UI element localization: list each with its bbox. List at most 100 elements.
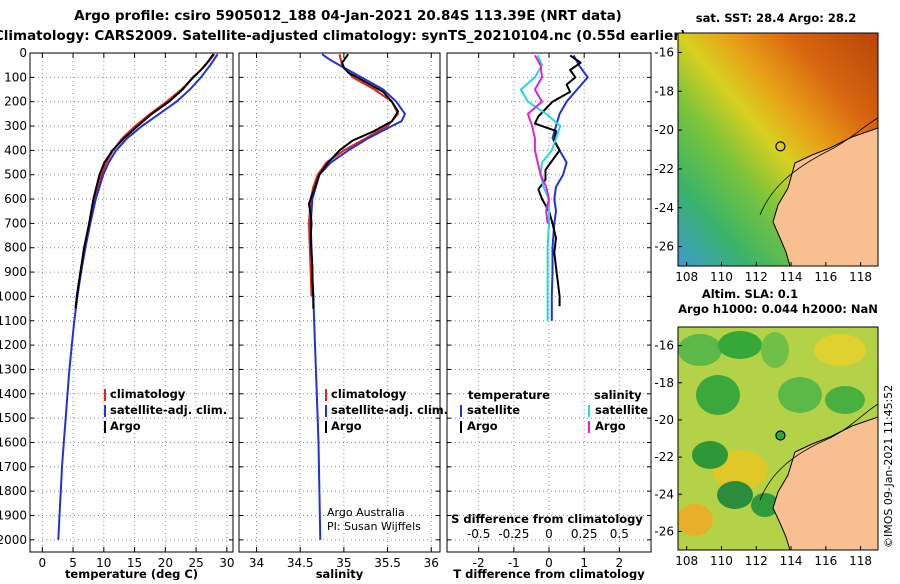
legend-entry: Argo bbox=[110, 419, 141, 433]
x-axis-label: salinity bbox=[316, 567, 364, 580]
map-x-tick-label: 114 bbox=[780, 554, 803, 568]
x-tick-label: -2 bbox=[473, 556, 485, 570]
map-x-tick-label: 108 bbox=[675, 554, 698, 568]
y-tick-label: 700 bbox=[4, 216, 27, 230]
map-y-tick-label: -18 bbox=[654, 376, 674, 390]
x-tick-label: 36 bbox=[424, 556, 439, 570]
legend-entry: Argo bbox=[467, 419, 498, 433]
sla-map-title-1: Altim. SLA: 0.1 bbox=[702, 287, 798, 301]
series-line-1 bbox=[75, 53, 216, 297]
x-tick-label: 34.5 bbox=[287, 556, 314, 570]
legend-entry: climatology bbox=[331, 387, 407, 401]
annotation-text: PI: Susan Wijffels bbox=[327, 520, 421, 533]
map-x-tick-label: 110 bbox=[710, 554, 733, 568]
legend-entry: Argo bbox=[331, 419, 362, 433]
y-tick-label: 300 bbox=[4, 119, 27, 133]
legend-entry: climatology bbox=[110, 387, 186, 401]
panel-3: -2 -1 0 1 2T difference from climatology temp… bbox=[446, 52, 652, 581]
y-tick-label: 0 bbox=[19, 46, 27, 60]
secondary-x-label: S difference from climatology bbox=[451, 512, 643, 526]
x-tick-label: 15 bbox=[127, 556, 142, 570]
sst-map-title: sat. SST: 28.4 Argo: 28.2 bbox=[696, 11, 856, 25]
x-tick-label: 20 bbox=[158, 556, 173, 570]
secondary-x-tick-label: 0 bbox=[545, 527, 553, 541]
map-y-tick-label: -18 bbox=[654, 84, 674, 98]
panel-frame bbox=[238, 52, 441, 553]
map-y-tick-label: -26 bbox=[654, 524, 674, 538]
series-line-3 bbox=[519, 54, 562, 321]
panel-1: 0 5 10 15 20 25 30 temperature (deg C) 0 100 200 30… bbox=[0, 46, 234, 581]
y-tick-label: 600 bbox=[4, 192, 27, 206]
x-tick-label: 25 bbox=[188, 556, 203, 570]
map-x-tick-label: 118 bbox=[849, 270, 872, 284]
y-tick-label: 200 bbox=[4, 95, 27, 109]
series-line-2 bbox=[533, 54, 582, 307]
series-line-2 bbox=[57, 53, 219, 540]
legend-entry: satellite-adj. clim. bbox=[331, 403, 448, 417]
series-line-1 bbox=[550, 54, 589, 321]
legend-entry: satellite bbox=[467, 403, 520, 417]
annotation-text: Argo Australia bbox=[327, 506, 405, 519]
legend-temperature-header: temperature bbox=[468, 388, 550, 402]
x-tick-label: 30 bbox=[219, 556, 234, 570]
y-tick-label: 1900 bbox=[0, 508, 27, 522]
map-y-tick-label: -26 bbox=[654, 240, 674, 254]
map-x-tick-label: 112 bbox=[745, 270, 768, 284]
y-tick-label: 1000 bbox=[0, 289, 27, 303]
y-tick-label: 100 bbox=[4, 70, 27, 84]
sla-map-title-2: Argo h1000: 0.044 h2000: NaN bbox=[678, 302, 878, 316]
y-tick-label: 500 bbox=[4, 168, 27, 182]
x-tick-label: 0 bbox=[38, 556, 46, 570]
title-line-2: Climatology: CARS2009. Satellite-adjuste… bbox=[0, 28, 686, 44]
series-line-3 bbox=[74, 53, 215, 309]
x-axis-label: temperature (deg C) bbox=[65, 567, 198, 580]
map-x-tick-label: 112 bbox=[745, 554, 768, 568]
y-tick-label: 1500 bbox=[0, 411, 27, 425]
y-tick-label: 1400 bbox=[0, 387, 27, 401]
x-tick-label: 5 bbox=[69, 556, 77, 570]
x-tick-label: 10 bbox=[96, 556, 111, 570]
panel-2: 34 34.5 35 35.5 36 salinity climatology satelli… bbox=[238, 52, 448, 581]
map-y-tick-label: -22 bbox=[654, 162, 674, 176]
sla-map-frame bbox=[677, 326, 879, 551]
y-tick-label: 2000 bbox=[0, 533, 27, 547]
map-x-tick-label: 108 bbox=[675, 270, 698, 284]
secondary-x-tick-label: 0.5 bbox=[610, 527, 629, 541]
x-tick-label: 35 bbox=[336, 556, 351, 570]
legend-entry: satellite-adj. clim. bbox=[110, 403, 227, 417]
map-y-tick-label: -22 bbox=[654, 450, 674, 464]
map-x-tick-label: 116 bbox=[814, 270, 837, 284]
map-y-tick-label: -24 bbox=[654, 201, 674, 215]
y-tick-label: 1600 bbox=[0, 435, 27, 449]
y-tick-label: 1700 bbox=[0, 460, 27, 474]
map-x-tick-label: 114 bbox=[780, 270, 803, 284]
series-line-1 bbox=[307, 53, 400, 297]
y-tick-label: 1300 bbox=[0, 362, 27, 376]
y-tick-label: 400 bbox=[4, 143, 27, 157]
y-tick-label: 900 bbox=[4, 265, 27, 279]
x-tick-label: 0 bbox=[545, 556, 553, 570]
x-axis-label: T difference from climatology bbox=[453, 567, 645, 580]
map-y-tick-label: -24 bbox=[654, 487, 674, 501]
secondary-x-tick-label: -0.25 bbox=[498, 527, 529, 541]
series-line-4 bbox=[526, 54, 550, 224]
sla-map-axes: 108 110 112 114 116 118 -16 -18 -20 -22 -24 -26 bbox=[654, 339, 872, 568]
secondary-x-tick-label: -0.5 bbox=[467, 527, 490, 541]
imos-stamp: ©IMOS 09-Jan-2021 11:45:52 bbox=[882, 385, 895, 548]
map-x-tick-label: 118 bbox=[849, 554, 872, 568]
x-tick-label: -1 bbox=[508, 556, 520, 570]
argo-location-marker bbox=[775, 141, 786, 152]
secondary-x-tick-label: 0.25 bbox=[571, 527, 598, 541]
legend-salinity-header: salinity bbox=[594, 388, 642, 402]
y-tick-label: 800 bbox=[4, 241, 27, 255]
map-y-tick-label: -16 bbox=[654, 45, 674, 59]
map-x-tick-label: 110 bbox=[710, 270, 733, 284]
panel-frame bbox=[29, 52, 234, 553]
legend-entry: Argo bbox=[595, 419, 626, 433]
x-tick-label: 1 bbox=[580, 556, 588, 570]
y-tick-label: 1200 bbox=[0, 338, 27, 352]
land-australia-2 bbox=[772, 416, 878, 550]
x-tick-label: 34 bbox=[249, 556, 264, 570]
